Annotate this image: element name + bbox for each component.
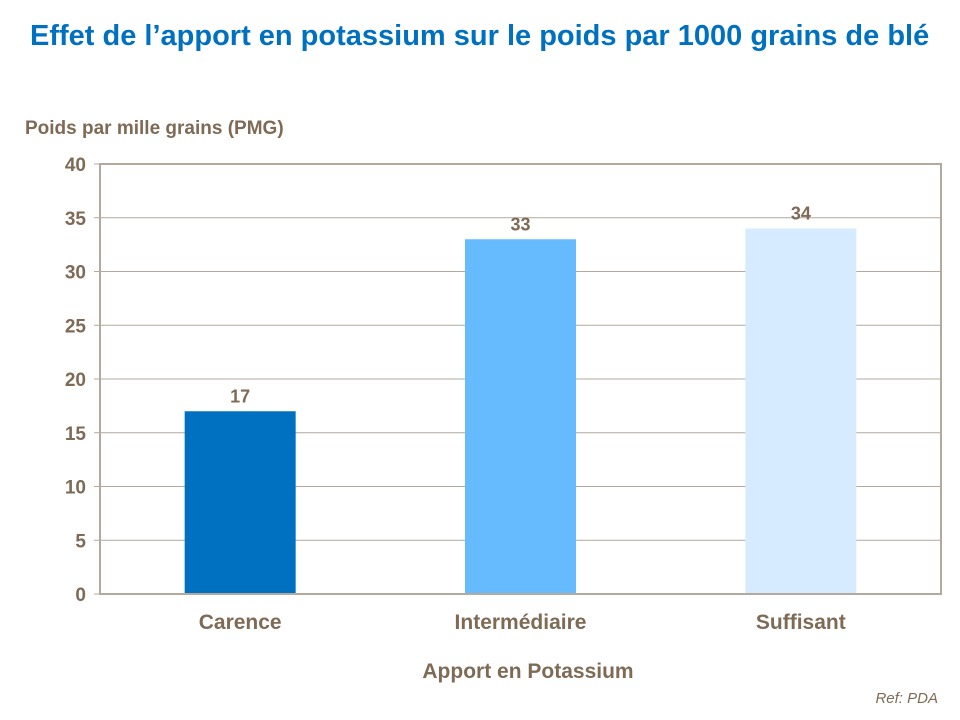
y-tick-label: 0 <box>75 585 86 606</box>
y-axis-label: Poids par mille grains (PMG) <box>25 118 284 139</box>
y-tick-label: 10 <box>65 478 86 499</box>
data-label: 34 <box>791 204 811 224</box>
y-tick-label: 25 <box>65 316 87 337</box>
y-tick-label: 15 <box>65 424 87 445</box>
plot-area-border <box>99 163 942 595</box>
chart-title: Effet de l’apport en potassium sur le po… <box>30 20 930 52</box>
bar-suffisant <box>745 228 857 594</box>
y-tick-label: 20 <box>65 370 86 391</box>
x-axis-label: Apport en Potassium <box>422 660 634 683</box>
y-tick-label: 40 <box>65 155 86 176</box>
x-tick-label: Intermédiaire <box>455 611 587 634</box>
y-tick-label: 35 <box>65 209 87 230</box>
data-label: 33 <box>510 214 530 234</box>
bar-carence <box>184 411 296 594</box>
y-tick-label: 30 <box>65 263 86 284</box>
reference-note: Ref: PDA <box>875 690 938 707</box>
bar-intermediaire <box>465 239 576 594</box>
x-tick-label: Suffisant <box>756 611 846 634</box>
data-label: 17 <box>230 386 250 406</box>
x-tick-label: Carence <box>199 611 282 634</box>
y-tick-label: 5 <box>75 531 86 552</box>
